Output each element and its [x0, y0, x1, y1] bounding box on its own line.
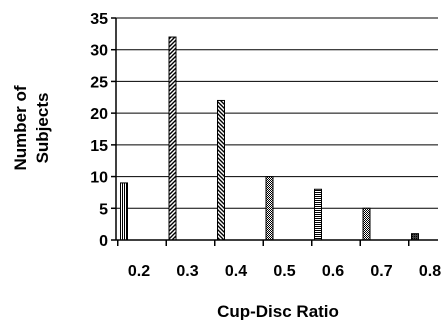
bar [362, 207, 371, 241]
y-axis-title-line-2: Subjects [33, 93, 52, 164]
y-tick-label: 15 [90, 138, 108, 155]
x-tick-label: 0.6 [322, 263, 344, 280]
y-axis-title-line-1: Number of [11, 85, 30, 170]
y-tick-label: 20 [90, 106, 108, 123]
x-tick-label: 0.8 [419, 263, 441, 280]
bar [411, 233, 419, 241]
x-tick-label: 0.4 [225, 263, 247, 280]
y-tick-label: 25 [90, 74, 108, 91]
axis-labels: 0 5 10 15 20 25 30 35 0.2 0.3 0.4 0.5 0.6 0.7 0.8 Cup-D… [11, 11, 441, 321]
bars [120, 36, 419, 241]
y-tick-label: 0 [99, 233, 108, 250]
x-axis-title: Cup-Disc Ratio [217, 302, 339, 320]
x-tick-label: 0.5 [273, 263, 295, 280]
y-tick-label: 10 [90, 170, 108, 187]
bar [314, 188, 322, 241]
bar [168, 36, 177, 241]
gridlines [116, 17, 438, 209]
bar [120, 182, 128, 241]
x-tick-label: 0.7 [370, 263, 392, 280]
y-tick-label: 30 [90, 43, 108, 60]
y-tick-label: 5 [99, 201, 108, 218]
bar [265, 176, 274, 241]
axes [111, 17, 438, 246]
bar [217, 99, 225, 241]
x-tick-label: 0.3 [176, 263, 198, 280]
y-tick-label: 35 [90, 11, 108, 28]
x-tick-label: 0.2 [128, 263, 150, 280]
